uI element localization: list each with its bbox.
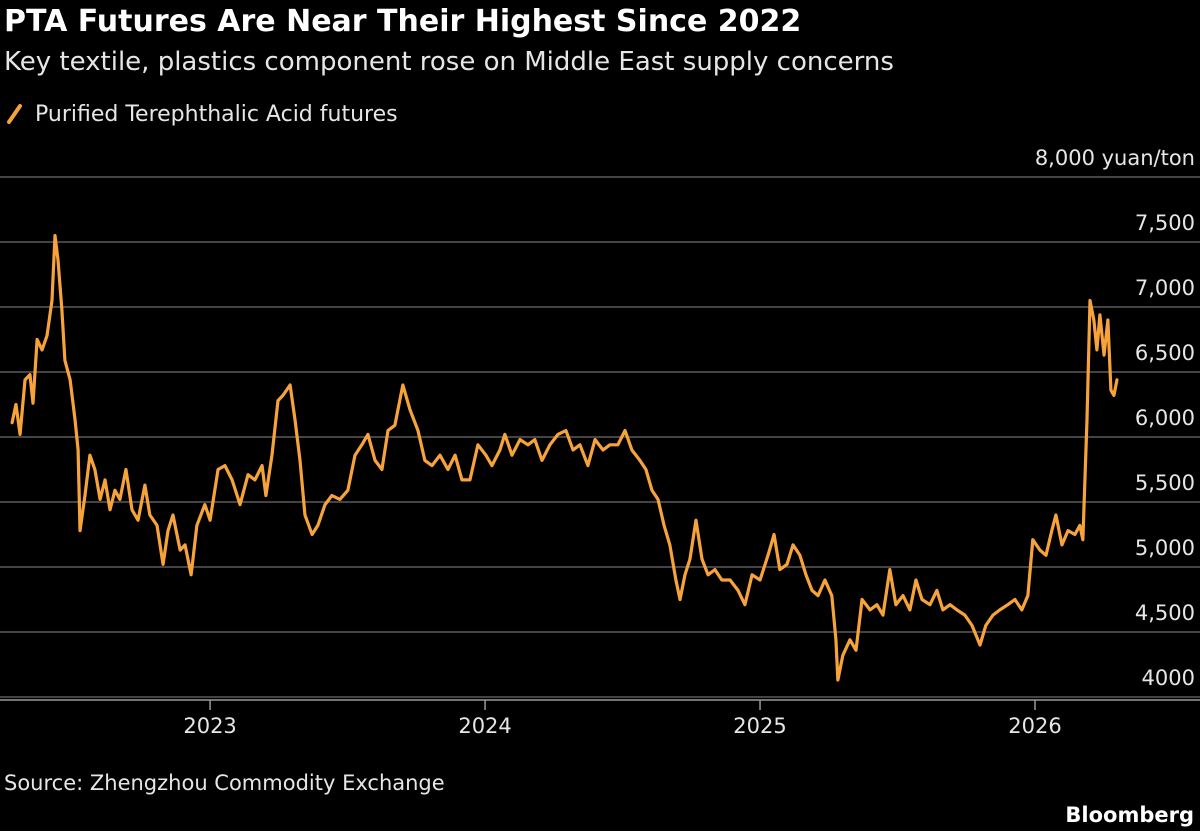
chart-title: PTA Futures Are Near Their Highest Since… — [4, 4, 801, 39]
legend-swatch — [7, 104, 22, 124]
y-tick-label: 7,500 — [1135, 211, 1195, 235]
credit: Bloomberg — [1065, 803, 1194, 827]
y-tick-label: 8,000 yuan/ton — [1035, 146, 1195, 170]
y-tick-label: 6,000 — [1135, 406, 1195, 430]
y-tick-label: 5,500 — [1135, 471, 1195, 495]
chart-subtitle: Key textile, plastics component rose on … — [4, 47, 894, 77]
x-tick-label: 2025 — [733, 714, 786, 738]
y-tick-label: 4,500 — [1135, 601, 1195, 625]
y-tick-label: 7,000 — [1135, 276, 1195, 300]
source-note: Source: Zhengzhou Commodity Exchange — [4, 771, 445, 795]
y-tick-label: 4000 — [1142, 666, 1195, 690]
x-tick-label: 2023 — [183, 714, 236, 738]
x-tick-label: 2026 — [1008, 714, 1061, 738]
y-tick-label: 6,500 — [1135, 341, 1195, 365]
x-tick-label: 2024 — [458, 714, 511, 738]
legend-label: Purified Terephthalic Acid futures — [35, 102, 398, 127]
data-line — [10, 233, 1119, 682]
y-tick-label: 5,000 — [1135, 536, 1195, 560]
